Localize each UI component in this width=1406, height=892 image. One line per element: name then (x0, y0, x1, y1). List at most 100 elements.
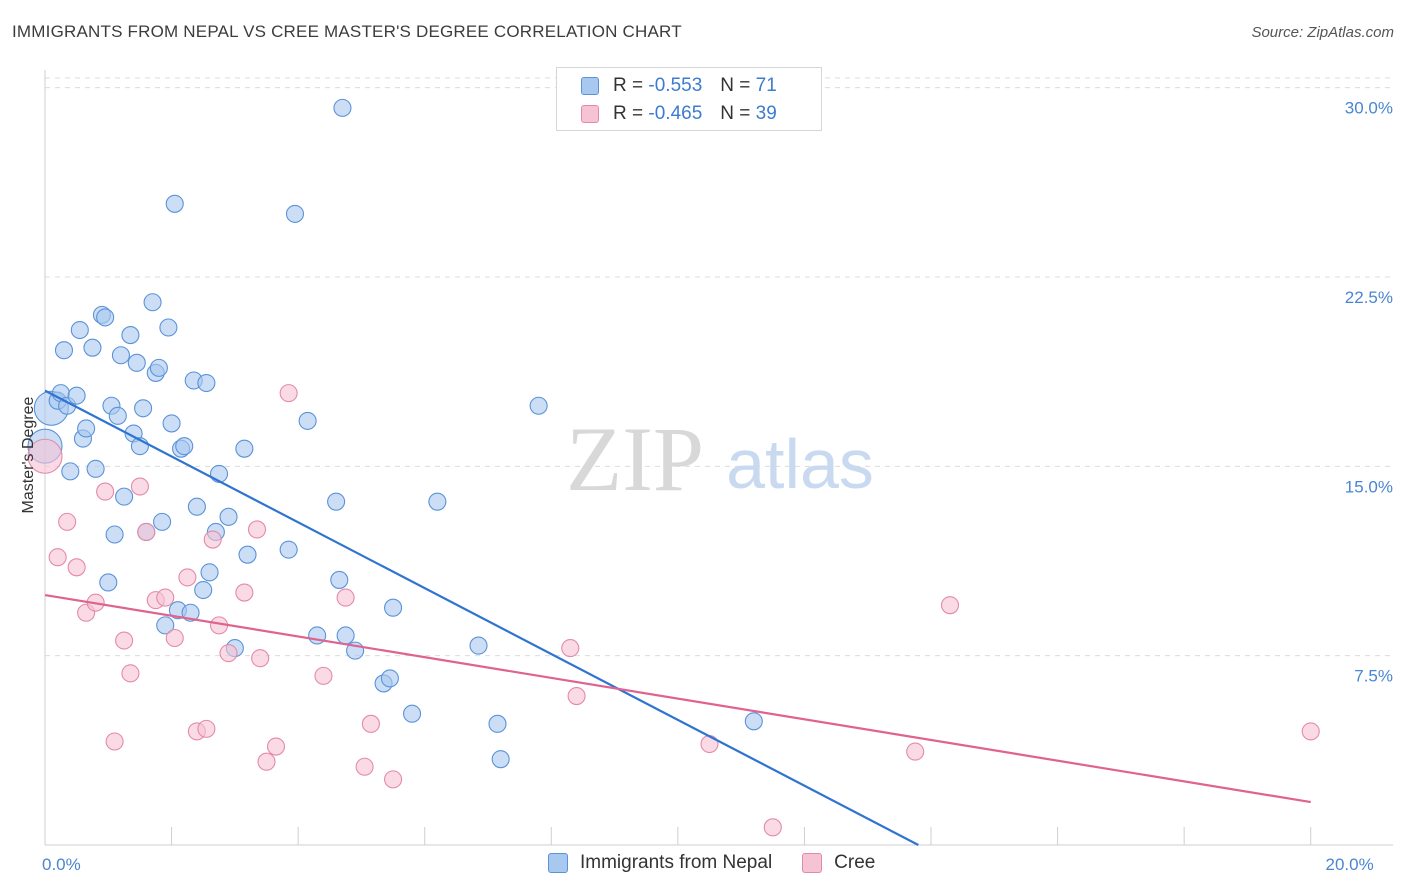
nepal-point (403, 704, 422, 723)
y-tick-label: 22.5% (1345, 288, 1393, 307)
nepal-point (330, 570, 349, 589)
legend-row-nepal: R = -0.553 N = 71 (581, 74, 777, 98)
cree-point (96, 482, 115, 501)
x-tick-label: 0.0% (42, 855, 81, 874)
nepal-point (61, 462, 80, 481)
points-layer (27, 98, 1320, 837)
nepal-point (279, 540, 298, 559)
tick-labels: 7.5% 15.0% 22.5% 30.0% 0.0% 20.0% (42, 99, 1393, 874)
nepal-point (197, 373, 216, 393)
cree-point (266, 737, 286, 756)
cree-point (27, 438, 63, 474)
nepal-point (156, 616, 175, 635)
nepal-point (83, 338, 102, 357)
trend-layer (44, 389, 1311, 846)
nepal-point (327, 492, 346, 511)
nepal-point (153, 512, 172, 531)
cree-point (115, 631, 134, 650)
y-axis-label: Master's Degree (20, 396, 37, 513)
nepal-point (127, 353, 146, 372)
cree-point (130, 477, 149, 496)
cree-point (67, 558, 86, 577)
nepal-point (159, 318, 178, 337)
nepal-point (194, 580, 213, 600)
y-tick-label: 15.0% (1345, 477, 1393, 496)
cree-point (235, 583, 254, 602)
nepal-point (115, 487, 134, 506)
cree-point (314, 666, 333, 685)
cree-point (561, 639, 580, 658)
watermark: ZIP atlas (566, 408, 874, 510)
nepal-point (86, 459, 105, 478)
legend-r-value: -0.553 (648, 75, 703, 96)
nepal-point (529, 396, 548, 415)
nepal-point (121, 326, 140, 345)
source-credit: Source: ZipAtlas.com (1251, 24, 1394, 41)
y-tick-label: 30.0% (1345, 99, 1393, 118)
cree-point (219, 644, 238, 663)
watermark-zip: ZIP (566, 408, 704, 510)
legend-swatch-cree (581, 105, 599, 123)
nepal-point (143, 293, 162, 312)
cree-point (165, 628, 184, 648)
nepal-point (96, 308, 115, 327)
axes-layer (44, 70, 1393, 846)
nepal-point (181, 603, 200, 622)
legend-n-label: N = (720, 75, 751, 96)
nepal-point (488, 714, 507, 733)
series-swatch-cree (802, 853, 823, 873)
legend-n-label: N = (720, 103, 751, 124)
cree-point (700, 734, 719, 754)
cree-point (279, 384, 298, 403)
cree-point (251, 649, 270, 668)
legend-r-value: -0.465 (648, 103, 703, 124)
nepal-point (175, 437, 194, 456)
nepal-point (285, 204, 305, 223)
nepal-point (77, 419, 96, 438)
cree-point (121, 664, 140, 683)
cree-point (178, 568, 197, 587)
cree-point (58, 512, 77, 531)
series-legend-cree[interactable]: Cree (802, 852, 875, 874)
series-legend-nepal[interactable]: Immigrants from Nepal (548, 852, 772, 874)
series-label-nepal: Immigrants from Nepal (580, 852, 773, 873)
nepal-point (99, 573, 118, 592)
cree-point (203, 530, 222, 549)
series-legend: Immigrants from Nepal Cree (548, 852, 905, 874)
nepal-point (200, 563, 219, 582)
cree-point (197, 719, 216, 738)
series-label-cree: Cree (834, 852, 876, 873)
y-tick-label: 7.5% (1354, 667, 1393, 686)
correlation-legend: R = -0.553 N = 71 R = -0.465 N = 39 (556, 67, 822, 131)
cree-trend-line (44, 593, 1311, 804)
cree-point (156, 588, 175, 607)
nepal-point (744, 712, 763, 731)
cree-point (336, 588, 355, 607)
legend-n-value: 39 (755, 103, 777, 124)
cree-point (1301, 722, 1320, 741)
cree-point (940, 596, 960, 615)
nepal-point (70, 320, 89, 340)
nepal-point (384, 598, 403, 617)
nepal-point (491, 750, 510, 769)
cree-point (355, 757, 374, 776)
cree-point (257, 752, 276, 771)
grid-layer (45, 77, 1393, 657)
nepal-point (149, 358, 168, 377)
legend-row-cree: R = -0.465 N = 39 (581, 102, 777, 126)
cree-point (384, 770, 403, 789)
legend-r-label: R = (613, 103, 644, 124)
nepal-point (298, 411, 317, 430)
legend-n-value: 71 (755, 75, 777, 96)
nepal-point (54, 341, 74, 360)
cree-point (137, 522, 156, 542)
nepal-point (134, 399, 153, 418)
nepal-point (235, 439, 254, 458)
cree-point (361, 714, 380, 733)
nepal-point (187, 497, 206, 516)
nepal-point (238, 545, 257, 564)
cree-point (247, 520, 267, 539)
cree-point (48, 548, 67, 567)
nepal-point (108, 406, 127, 425)
